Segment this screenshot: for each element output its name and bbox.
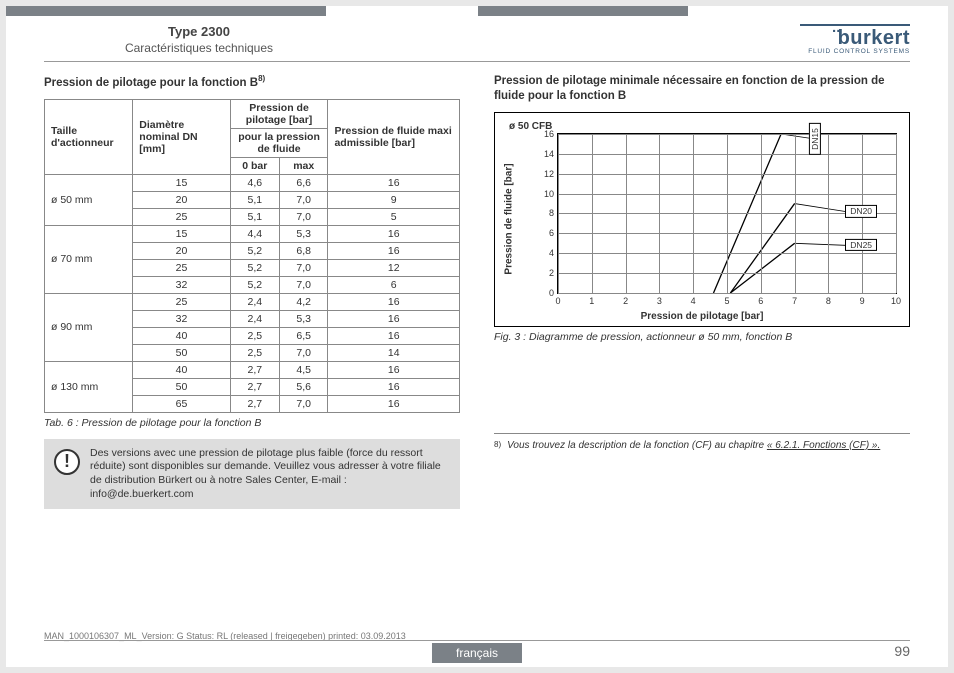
warning-icon: ! bbox=[54, 449, 80, 475]
bottom-bar: français 99 bbox=[44, 640, 910, 659]
right-title: Pression de pilotage minimale nécessaire… bbox=[494, 74, 910, 104]
table-row: ø 50 mm154,66,616 bbox=[45, 174, 460, 191]
footnote-text: Vous trouvez la description de la foncti… bbox=[507, 440, 880, 451]
tab-decor-left bbox=[6, 6, 326, 16]
subtitle: Caractéristiques techniques bbox=[44, 41, 354, 55]
chart-caption: Fig. 3 : Diagramme de pression, actionne… bbox=[494, 331, 910, 343]
type-title: Type 2300 bbox=[44, 24, 354, 39]
series-label-dn15: DN15 bbox=[809, 123, 821, 155]
columns: Pression de pilotage pour la fonction B8… bbox=[44, 74, 910, 509]
header-title-block: Type 2300 Caractéristiques techniques bbox=[44, 24, 354, 55]
table-caption: Tab. 6 : Pression de pilotage pour la fo… bbox=[44, 417, 460, 429]
tab-decor-right bbox=[478, 6, 688, 16]
table-row: ø 70 mm154,45,316 bbox=[45, 225, 460, 242]
footnote-block: 8) Vous trouvez la description de la fon… bbox=[494, 433, 910, 451]
note-box: ! Des versions avec une pression de pilo… bbox=[44, 439, 460, 510]
chart-ylabel: Pression de fluide [bar] bbox=[504, 164, 515, 275]
right-column: Pression de pilotage minimale nécessaire… bbox=[494, 74, 910, 509]
language-tab: français bbox=[432, 643, 522, 663]
pressure-chart: ø 50 CFB Pression de fluide [bar] 012345… bbox=[494, 112, 910, 327]
chart-xlabel: Pression de pilotage [bar] bbox=[641, 311, 764, 322]
page: Type 2300 Caractéristiques techniques ¨b… bbox=[6, 6, 948, 667]
left-column: Pression de pilotage pour la fonction B8… bbox=[44, 74, 460, 509]
note-text: Des versions avec une pression de pilota… bbox=[90, 447, 450, 502]
pilot-pressure-table: Taille d'actionneurDiamètre nominal DN [… bbox=[44, 99, 460, 413]
table-row: ø 130 mm402,74,516 bbox=[45, 361, 460, 378]
left-title: Pression de pilotage pour la fonction B8… bbox=[44, 74, 460, 91]
header: Type 2300 Caractéristiques techniques ¨b… bbox=[44, 24, 910, 62]
page-number: 99 bbox=[894, 643, 910, 659]
top-tabs bbox=[6, 6, 948, 18]
series-label-dn20: DN20 bbox=[845, 205, 877, 217]
chart-area: 0123456789100246810121416DN15DN20DN25 bbox=[557, 133, 897, 294]
logo-sub: FLUID CONTROL SYSTEMS bbox=[800, 48, 910, 55]
table-row: ø 90 mm252,44,216 bbox=[45, 293, 460, 310]
logo: ¨burkert FLUID CONTROL SYSTEMS bbox=[800, 24, 910, 55]
logo-main: ¨burkert bbox=[800, 27, 910, 50]
series-label-dn25: DN25 bbox=[845, 239, 877, 251]
footnote-num: 8) bbox=[494, 440, 501, 451]
